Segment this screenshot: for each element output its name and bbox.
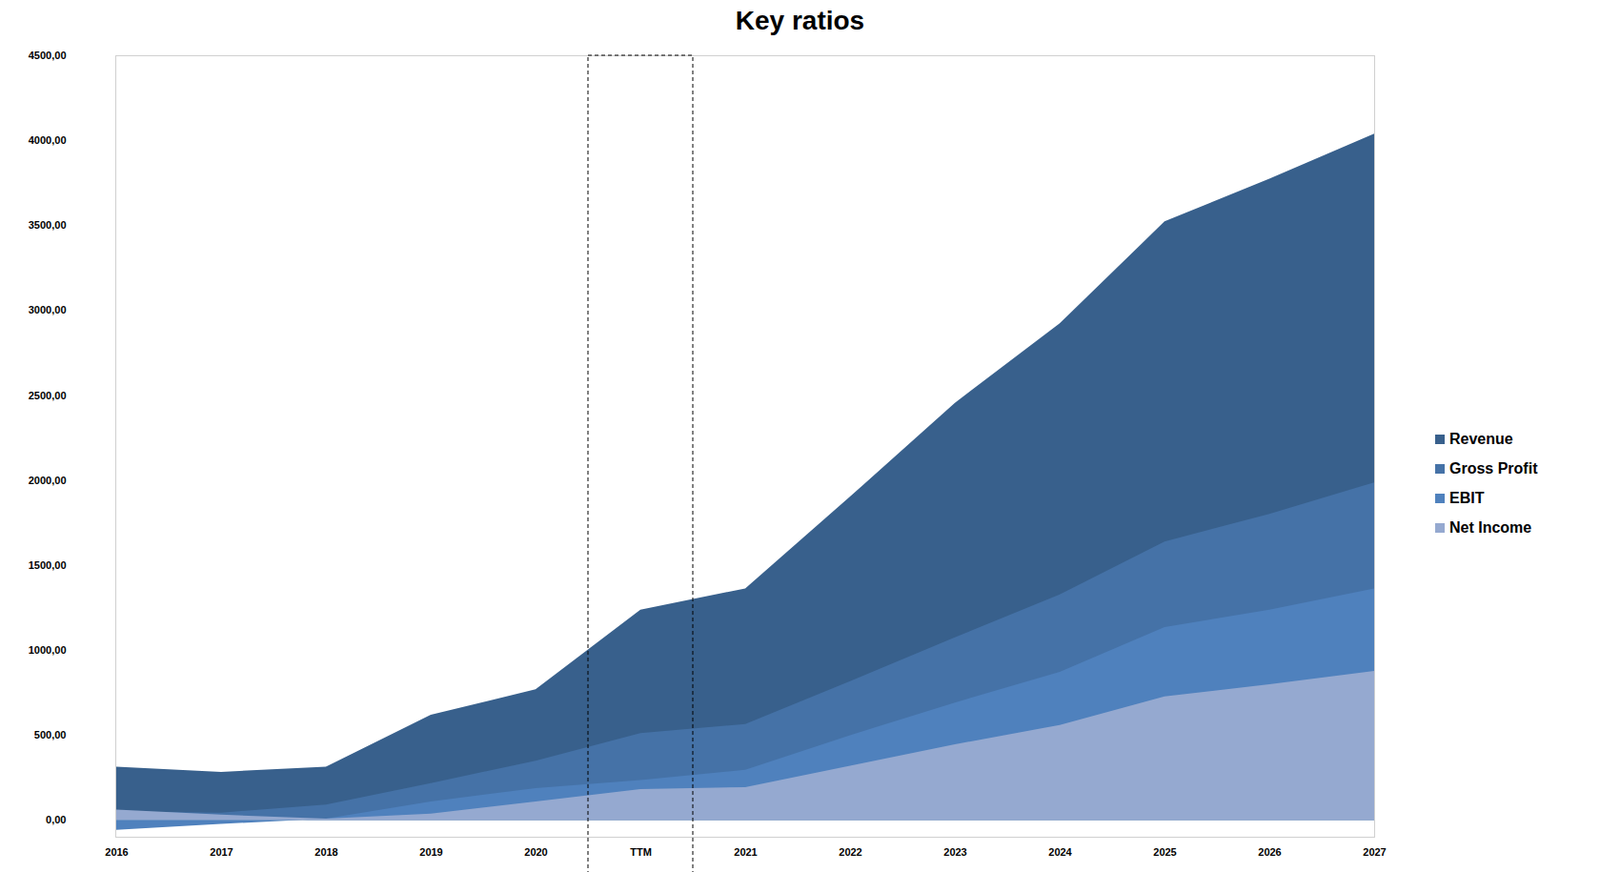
svg-text:0,00: 0,00: [45, 813, 66, 826]
svg-text:2023: 2023: [943, 846, 967, 858]
svg-text:2000,00: 2000,00: [28, 474, 67, 487]
svg-text:4500,00: 4500,00: [28, 49, 67, 61]
svg-text:2019: 2019: [419, 846, 443, 858]
svg-text:3000,00: 3000,00: [28, 303, 67, 316]
svg-text:2018: 2018: [314, 846, 338, 858]
html-text:EBIT: EBIT: [1449, 489, 1485, 506]
svg-text:3500,00: 3500,00: [28, 219, 67, 231]
svg-text:4000,00: 4000,00: [28, 134, 67, 146]
svg-text:2022: 2022: [838, 846, 862, 858]
svg-text:TTM: TTM: [629, 846, 652, 858]
svg-text:2021: 2021: [733, 846, 757, 858]
svg-text:1500,00: 1500,00: [28, 559, 67, 571]
svg-text:1000,00: 1000,00: [28, 644, 67, 656]
svg-text:2017: 2017: [209, 846, 233, 858]
svg-text:2020: 2020: [524, 846, 547, 858]
svg-text:2025: 2025: [1153, 846, 1176, 858]
html-text:Key ratios: Key ratios: [735, 5, 865, 36]
html-text:Net Income: Net Income: [1449, 518, 1532, 536]
svg-text:2016: 2016: [104, 846, 128, 858]
svg-text:2026: 2026: [1257, 846, 1281, 858]
html-text:Revenue: Revenue: [1449, 430, 1513, 447]
svg-text:2500,00: 2500,00: [28, 389, 67, 402]
svg-text:500,00: 500,00: [34, 729, 67, 741]
html-text:Gross Profit: Gross Profit: [1449, 459, 1538, 476]
svg-text:2024: 2024: [1048, 846, 1073, 858]
svg-text:2027: 2027: [1362, 846, 1386, 858]
